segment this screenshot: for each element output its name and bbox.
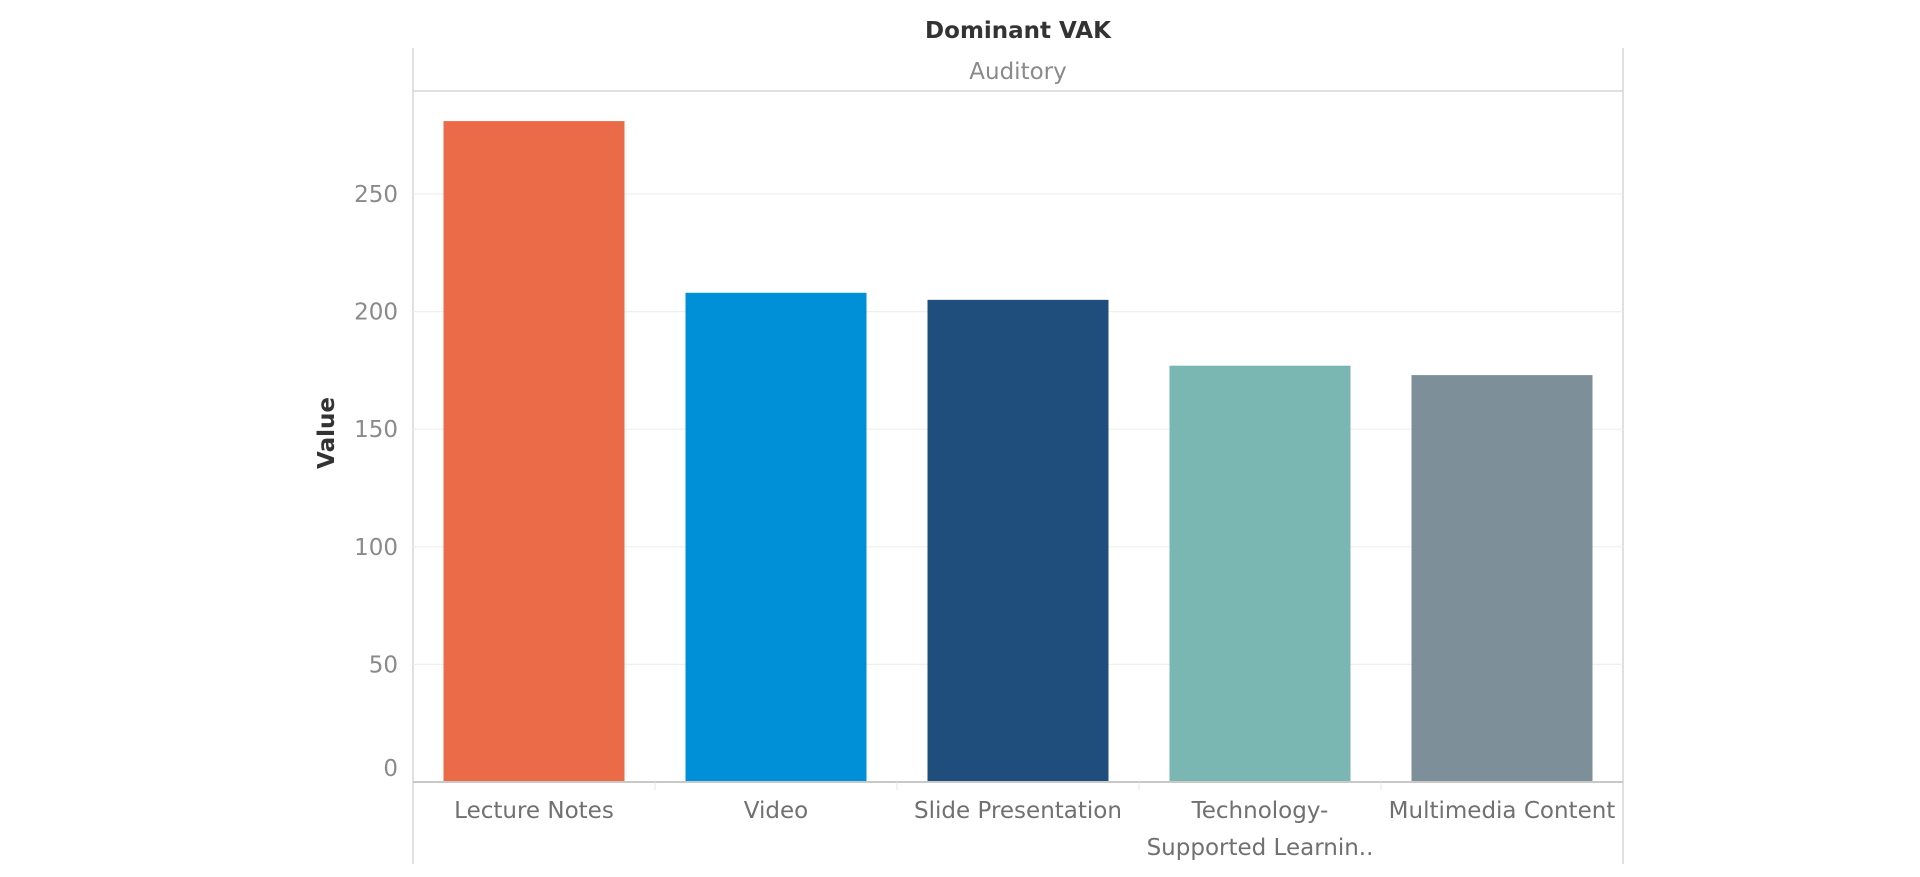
y-tick-label: 200 bbox=[354, 300, 398, 326]
x-tick-label: Slide Presentation bbox=[914, 798, 1122, 824]
y-tick-label: 0 bbox=[383, 756, 398, 782]
x-tick-label: Technology- bbox=[1191, 798, 1329, 824]
x-tick-label: Supported Learnin.. bbox=[1147, 835, 1374, 861]
x-tick-label: Video bbox=[744, 798, 808, 824]
x-tick-label: Lecture Notes bbox=[454, 798, 614, 824]
panel-header-label: Auditory bbox=[969, 59, 1066, 85]
x-tick-labels: Lecture Notes Video Slide Presentation Tech… bbox=[454, 782, 1615, 861]
chart-frame bbox=[412, 48, 1624, 864]
y-axis-label: Value bbox=[314, 397, 340, 469]
bar[interactable] bbox=[1169, 365, 1351, 782]
y-tick-labels: 0 50 100 150 200 250 bbox=[354, 182, 398, 782]
x-tick-label: Multimedia Content bbox=[1389, 798, 1616, 824]
bar[interactable] bbox=[685, 292, 867, 782]
y-tick-label: 250 bbox=[354, 182, 398, 208]
bars bbox=[443, 121, 1593, 782]
bar[interactable] bbox=[927, 299, 1109, 782]
bar[interactable] bbox=[1411, 375, 1593, 782]
y-tick-label: 100 bbox=[354, 535, 398, 561]
y-tick-label: 150 bbox=[354, 417, 398, 443]
bar[interactable] bbox=[443, 121, 625, 782]
chart-title: Dominant VAK bbox=[925, 18, 1112, 44]
y-tick-label: 50 bbox=[369, 652, 398, 678]
